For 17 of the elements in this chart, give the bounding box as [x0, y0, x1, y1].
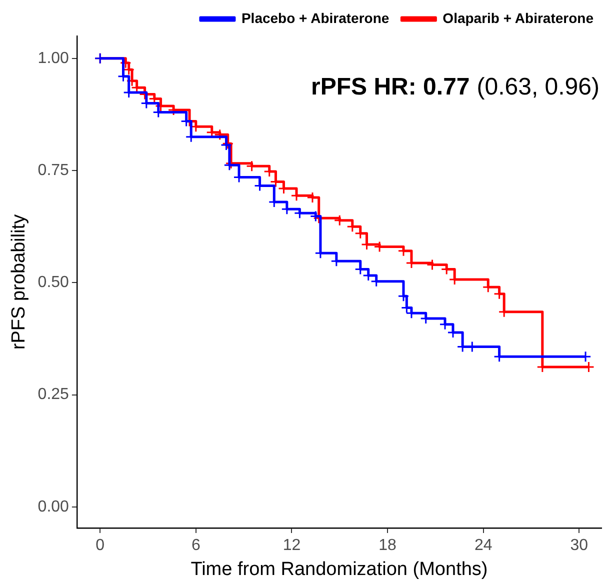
y-tick-label: 1.00 — [38, 50, 70, 67]
x-tick-label: 12 — [282, 537, 301, 554]
annotation: rPFS HR: 0.77 — [311, 74, 470, 101]
y-tick-label: 0.50 — [38, 274, 70, 292]
legend-label: Olaparib + Abiraterone — [442, 10, 594, 26]
x-tick-label: 6 — [191, 537, 200, 554]
x-tick-label: 0 — [96, 537, 105, 554]
x-tick-label: 24 — [474, 537, 492, 554]
x-axis-title: Time from Randomization (Months) — [190, 558, 488, 580]
annotation: (0.63, 0.96) — [476, 74, 600, 101]
y-tick-label: 0.25 — [38, 386, 70, 404]
y-tick-label: 0.00 — [38, 498, 70, 516]
y-tick-label: 0.75 — [38, 162, 70, 179]
legend-label: Placebo + Abiraterone — [241, 10, 390, 26]
y-axis-title: rPFS probability — [8, 214, 30, 350]
x-tick-label: 18 — [378, 537, 397, 554]
x-tick-label: 30 — [570, 537, 588, 554]
